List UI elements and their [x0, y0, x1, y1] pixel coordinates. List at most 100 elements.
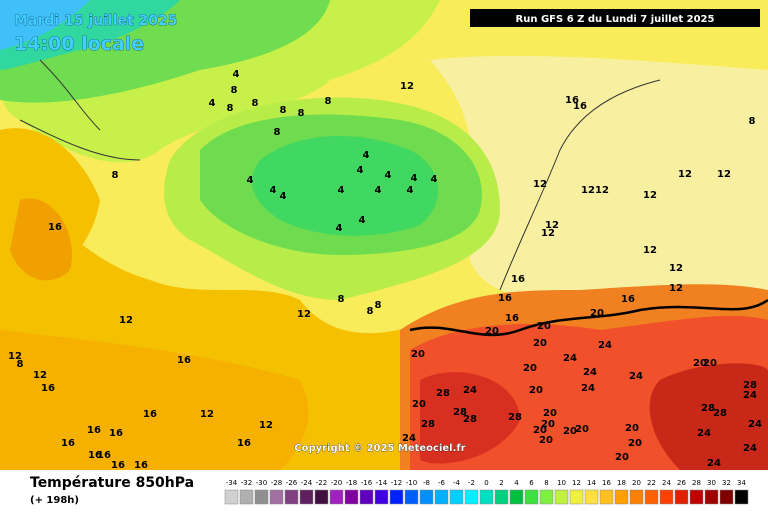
legend-swatch	[599, 489, 614, 505]
legend-label: 26	[677, 479, 686, 487]
legend-swatch	[344, 489, 359, 505]
contour-label: 16	[97, 450, 111, 461]
legend-label: -6	[438, 479, 446, 487]
legend-swatch	[644, 489, 659, 505]
legend-swatch	[704, 489, 719, 505]
footer-title: Température 850hPa	[30, 475, 194, 491]
contour-label: 16	[505, 313, 519, 324]
contour-label: 28	[453, 407, 467, 418]
field-green3	[251, 136, 439, 236]
contour-label: 4	[363, 150, 370, 161]
run-info: Run GFS 6 Z du Lundi 7 juillet 2025	[516, 14, 715, 25]
legend-swatch	[479, 489, 494, 505]
contour-label: 16	[621, 294, 635, 305]
legend-swatch	[224, 489, 239, 505]
contour-label: 8	[325, 96, 332, 107]
contour-label: 8	[367, 306, 374, 317]
contour-label: 24	[748, 419, 762, 430]
legend-swatch	[299, 489, 314, 505]
field-darkred1	[420, 372, 520, 464]
date: Mardi 15 juillet 2025	[14, 13, 178, 29]
contour-label: 8	[252, 98, 259, 109]
contour-label: 20	[529, 385, 543, 396]
legend-label: -12	[391, 479, 402, 487]
coastline	[499, 79, 661, 291]
legend-swatch	[509, 489, 524, 505]
contour-label: 4	[280, 191, 287, 202]
contour-label: 4	[411, 173, 418, 184]
contour-label: 28	[436, 388, 450, 399]
contour-label: 4	[359, 215, 366, 226]
legend-label: -22	[316, 479, 327, 487]
contour-label: 28	[701, 403, 715, 414]
legend-label: 4	[514, 479, 519, 487]
contour-label: 12	[717, 169, 731, 180]
contour-label: 16	[109, 428, 123, 439]
legend-swatch	[494, 489, 509, 505]
contour-label: 20	[523, 363, 537, 374]
legend-swatch	[539, 489, 554, 505]
contour-label: 16	[498, 293, 512, 304]
contour-label: 12	[545, 220, 559, 231]
legend-label: 18	[617, 479, 626, 487]
contour-label: 20	[563, 426, 577, 437]
legend-swatch	[374, 489, 389, 505]
legend-swatch	[584, 489, 599, 505]
contour-label: 24	[629, 371, 643, 382]
contour-label: 20	[693, 358, 707, 369]
contour-label: 12	[200, 409, 214, 420]
contour-label: 8	[338, 294, 345, 305]
legend-swatch	[689, 489, 704, 505]
legend-label: 2	[499, 479, 503, 487]
contour-label: 28	[463, 414, 477, 425]
contour-label: 8	[274, 127, 281, 138]
contour-label: 16	[511, 274, 525, 285]
legend-label: 14	[587, 479, 596, 487]
legend-label: 28	[692, 479, 701, 487]
contour-label: 20	[575, 424, 589, 435]
legend-label: 8	[544, 479, 548, 487]
legend-swatch	[314, 489, 329, 505]
legend-swatch	[449, 489, 464, 505]
legend-swatch	[254, 489, 269, 505]
footer-lead: (+ 198h)	[30, 495, 79, 506]
contour-label: 4	[407, 185, 414, 196]
contour-label: 8	[231, 85, 238, 96]
contour-label: 20	[411, 349, 425, 360]
contour-label: 28	[508, 412, 522, 423]
contour-label: 4	[385, 170, 392, 181]
contour-label: 16	[61, 438, 75, 449]
contour-label: 12	[541, 228, 555, 239]
legend-label: -24	[301, 479, 313, 487]
legend-label: -26	[286, 479, 298, 487]
contour-label: 4	[338, 185, 345, 196]
legend-label: -8	[423, 479, 430, 487]
contour-label: 8	[280, 105, 287, 116]
run-box	[470, 9, 760, 27]
legend-label: -10	[406, 479, 417, 487]
legend-label: 24	[662, 479, 671, 487]
legend-swatch	[389, 489, 404, 505]
contour-label: 28	[421, 419, 435, 430]
legend-label: 30	[707, 479, 716, 487]
contour-label: 4	[357, 165, 364, 176]
legend-label: 10	[557, 479, 566, 487]
legend-swatch	[284, 489, 299, 505]
contour-label: 12	[669, 283, 683, 294]
contour-label: 12	[669, 263, 683, 274]
contour-label: 16	[573, 101, 587, 112]
legend-label: -16	[361, 479, 373, 487]
legend-swatch	[419, 489, 434, 505]
contour-label: 12	[259, 420, 273, 431]
contour-label: 24	[598, 340, 612, 351]
contour-label: 20	[539, 435, 553, 446]
legend-label: 0	[484, 479, 488, 487]
time: 14:00 locale	[14, 33, 144, 55]
contour-label: 24	[402, 433, 416, 444]
legend-swatch	[359, 489, 374, 505]
contour-label: 20	[703, 358, 717, 369]
legend-swatch	[239, 489, 254, 505]
contour-label: 4	[233, 69, 240, 80]
legend-swatch	[329, 489, 344, 505]
contour-label: 8	[749, 116, 756, 127]
